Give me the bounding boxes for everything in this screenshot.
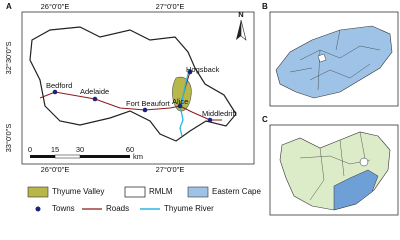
legend-label: RMLM [149,187,173,196]
scale-tick: 60 [126,145,134,154]
town-marker [142,107,148,113]
north-arrow [236,20,241,40]
scale-segment [30,155,55,158]
legend-swatch [27,186,49,198]
panel-label: B [262,2,268,11]
panel-label: A [6,2,12,11]
town-label: Middledrift [202,109,238,118]
eastern-cape-districts [275,25,393,99]
road [39,91,222,121]
longitude-label: 27°0'0"E [156,2,185,11]
lesotho [359,157,369,167]
north-label: N [238,10,243,19]
longitude-label: 27°0'0"E [156,165,185,174]
town-marker [92,96,98,102]
town-label: Hogsback [186,65,220,74]
scale-tick: 0 [28,145,32,154]
longitude-label: 26°0'0"E [41,165,70,174]
latitude-label: 33°0'0"S [4,124,13,153]
rmlm-inset [317,53,327,63]
scale-tick: 15 [51,145,59,154]
scale-tick: 30 [76,145,84,154]
town-marker [187,69,193,75]
town-label: Adelaide [80,87,109,96]
town-label: Fort Beaufort [126,99,171,108]
town-label: Alice [172,97,188,106]
river [179,69,190,137]
legend-label: Thyume River [164,204,214,213]
municipality-boundary [29,26,237,142]
legend-swatch [35,206,41,212]
scale-segment [80,155,130,158]
legend-swatch [124,186,146,198]
town-label: Bedford [46,81,72,90]
legend-label: Eastern Cape [212,187,261,196]
eastern-cape-inset [333,169,379,211]
town-marker [177,103,183,109]
legend-label: Thyume Valley [52,187,104,196]
scale-unit: km [133,152,143,161]
thyume-valley [172,76,192,112]
legend-swatch [187,186,209,198]
town-marker [52,89,58,95]
panel-label: C [262,115,268,124]
north-arrow [240,19,247,41]
town-marker [207,117,213,123]
scale-segment [54,154,81,159]
figure: A 26°0'0"E 27°0'0"E 26°0'0"E 27°0'0"E 32… [4,2,399,216]
longitude-label: 26°0'0"E [41,2,70,11]
legend-label: Towns [52,204,75,213]
district-boundaries [289,29,381,91]
province-boundaries [299,131,371,201]
latitude-label: 32°30'0"S [4,42,13,75]
legend-label: Roads [106,204,129,213]
